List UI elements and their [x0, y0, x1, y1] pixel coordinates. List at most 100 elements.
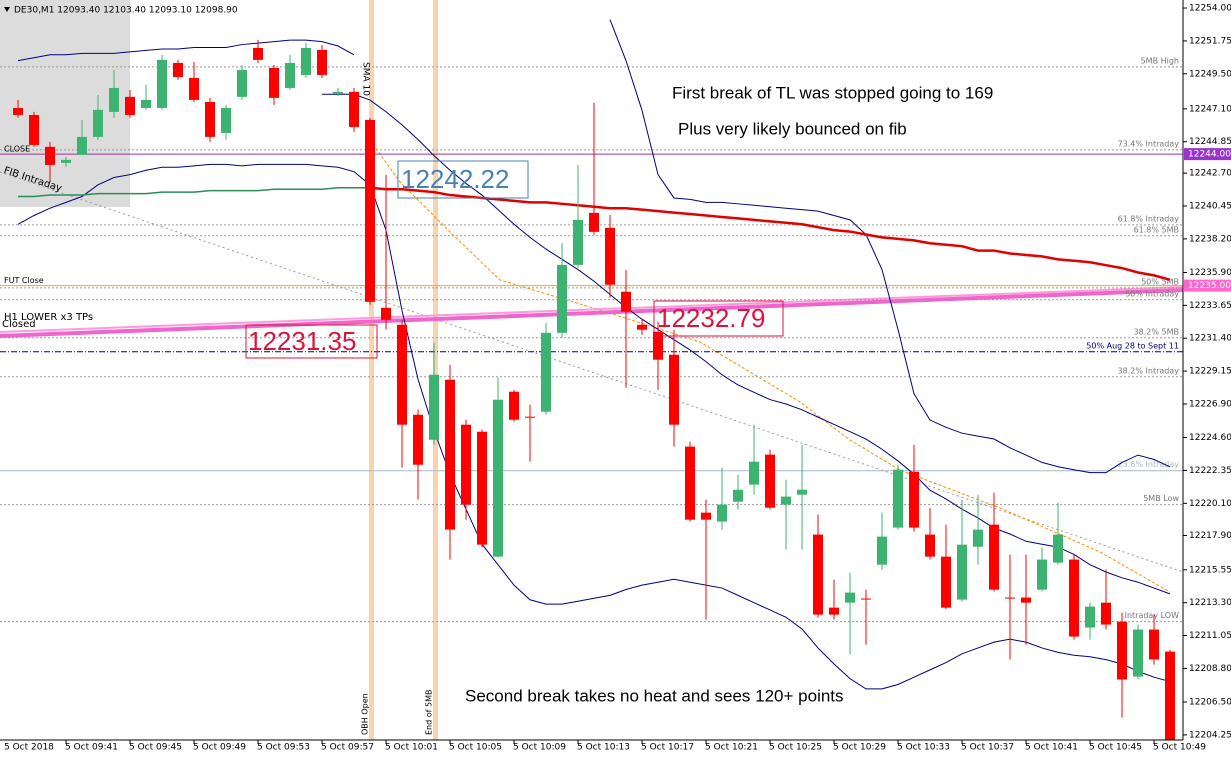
header: DE30,M1 12093.40 12103.40 12093.10 12098… [14, 6, 238, 16]
candle-body [93, 109, 103, 137]
y-tick-label: 12233.65 [1189, 301, 1231, 311]
candle-body [1005, 597, 1015, 599]
y-tick-label: 12229.15 [1189, 367, 1231, 377]
x-tick-label: 5 Oct 09:53 [257, 743, 310, 753]
candle-body [349, 91, 359, 127]
candle-body [701, 512, 711, 520]
y-tick-label: 12231.40 [1189, 334, 1231, 344]
indicator-line [18, 186, 370, 198]
x-tick-label: 5 Oct 10:49 [1153, 743, 1206, 753]
x-tick-label: 5 Oct 10:13 [577, 743, 630, 753]
level-label: 5MB High [1141, 56, 1179, 65]
sma-label: SMA 10 [361, 62, 371, 96]
candle-body [509, 391, 519, 420]
candle-body [573, 219, 583, 265]
y-tick-label: 12215.55 [1189, 565, 1231, 575]
x-tick-label: 5 Oct 10:29 [833, 743, 886, 753]
y-tick-label: 12224.60 [1189, 433, 1231, 443]
candle-body [61, 159, 71, 163]
x-tick-label: 5 Oct 10:45 [1089, 743, 1142, 753]
callout: 12242.22 [401, 164, 509, 194]
indicator-line [17, 39, 355, 62]
price-tag [1184, 148, 1231, 161]
y-tick-label: 12238.20 [1189, 234, 1231, 244]
event-label: OBH Open [361, 693, 370, 735]
trendline [0, 288, 1184, 338]
candle-body [397, 324, 407, 425]
candle-body [1053, 534, 1063, 563]
date-label: 5 Oct 2018 [4, 743, 54, 753]
y-tick-label: 12240.45 [1189, 202, 1231, 212]
x-tick-label: 5 Oct 10:05 [449, 743, 502, 753]
candle-body [125, 96, 135, 115]
indicator-line [369, 186, 1171, 281]
y-tick-label: 12217.90 [1189, 531, 1231, 541]
level-label: Intraday LOW [1125, 611, 1179, 620]
callout: 12231.35 [248, 326, 356, 356]
candle-body [445, 379, 455, 530]
y-tick-label: 12220.10 [1189, 499, 1231, 509]
price-line-label: FUT Close [4, 276, 44, 285]
y-tick-label: 12242.70 [1189, 169, 1231, 179]
candle-body [541, 332, 551, 412]
trendline-label: H1 LOWER x3 TPs [4, 312, 93, 323]
trail-line [369, 139, 1171, 593]
level-label: 23.6% Intraday [1118, 460, 1180, 469]
candle-body [637, 324, 647, 330]
y-tick-label: 12222.35 [1189, 466, 1231, 476]
candle-body [237, 69, 247, 97]
candle-body [605, 227, 615, 285]
candle-body [925, 534, 935, 557]
event-band [369, 0, 374, 740]
candle-body [1069, 559, 1079, 637]
candle-body [285, 62, 295, 88]
candle-body [845, 592, 855, 603]
x-tick-label: 5 Oct 10:01 [385, 743, 438, 753]
level-label: 61.8% 5MB [1134, 225, 1179, 234]
candle-body [157, 59, 167, 108]
candle-body [1133, 629, 1143, 677]
candle-body [621, 291, 631, 312]
underlay [0, 0, 1184, 740]
y-tick-label: 12211.05 [1189, 631, 1231, 641]
candle-body [253, 47, 263, 60]
y-tick-label: 12213.30 [1189, 598, 1231, 608]
x-tick-label: 5 Oct 10:25 [769, 743, 822, 753]
candle-body [317, 49, 327, 75]
candles [13, 40, 1175, 740]
level-label: 50% Intraday [1125, 289, 1179, 298]
level-label: 38.2% Intraday [1118, 366, 1180, 375]
candle-body [765, 454, 775, 508]
y-tick-label: 12208.80 [1189, 664, 1231, 674]
candle-body [589, 212, 599, 232]
candle-body [477, 431, 487, 545]
candle-body [685, 446, 695, 520]
candle-body [461, 424, 471, 505]
y-tick-label: 12235.90 [1189, 268, 1231, 278]
candle-body [189, 78, 199, 100]
level-label: 38.2% 5MB [1134, 327, 1179, 336]
candle-body [333, 91, 343, 94]
y-tick-label: 12247.10 [1189, 104, 1231, 114]
indicator-line [609, 19, 1171, 474]
indicator-line [322, 93, 1171, 595]
x-tick-label: 5 Oct 09:41 [65, 743, 118, 753]
y-tick-label: 12204.25 [1189, 730, 1231, 740]
candle-body [141, 99, 151, 108]
event-label: End of 5MB [425, 690, 434, 735]
candle-body [829, 607, 839, 615]
levels: 5MB High 73.4% Intraday 61.8% Intraday 61.8… [0, 56, 1183, 623]
candle-body [557, 264, 567, 333]
candle-body [989, 524, 999, 590]
fib-diagonal [0, 171, 1184, 573]
candle-body [429, 374, 439, 440]
level-label: 50% 5MB [1141, 277, 1179, 286]
candle-body [717, 504, 727, 522]
level-label: 50% Aug 28 to Sept 11 [1086, 341, 1179, 350]
y-tick-label: 12249.50 [1189, 69, 1231, 79]
y-tick-label: 12244.85 [1189, 137, 1231, 147]
candle-body [301, 47, 311, 75]
candle-body [1101, 602, 1111, 625]
